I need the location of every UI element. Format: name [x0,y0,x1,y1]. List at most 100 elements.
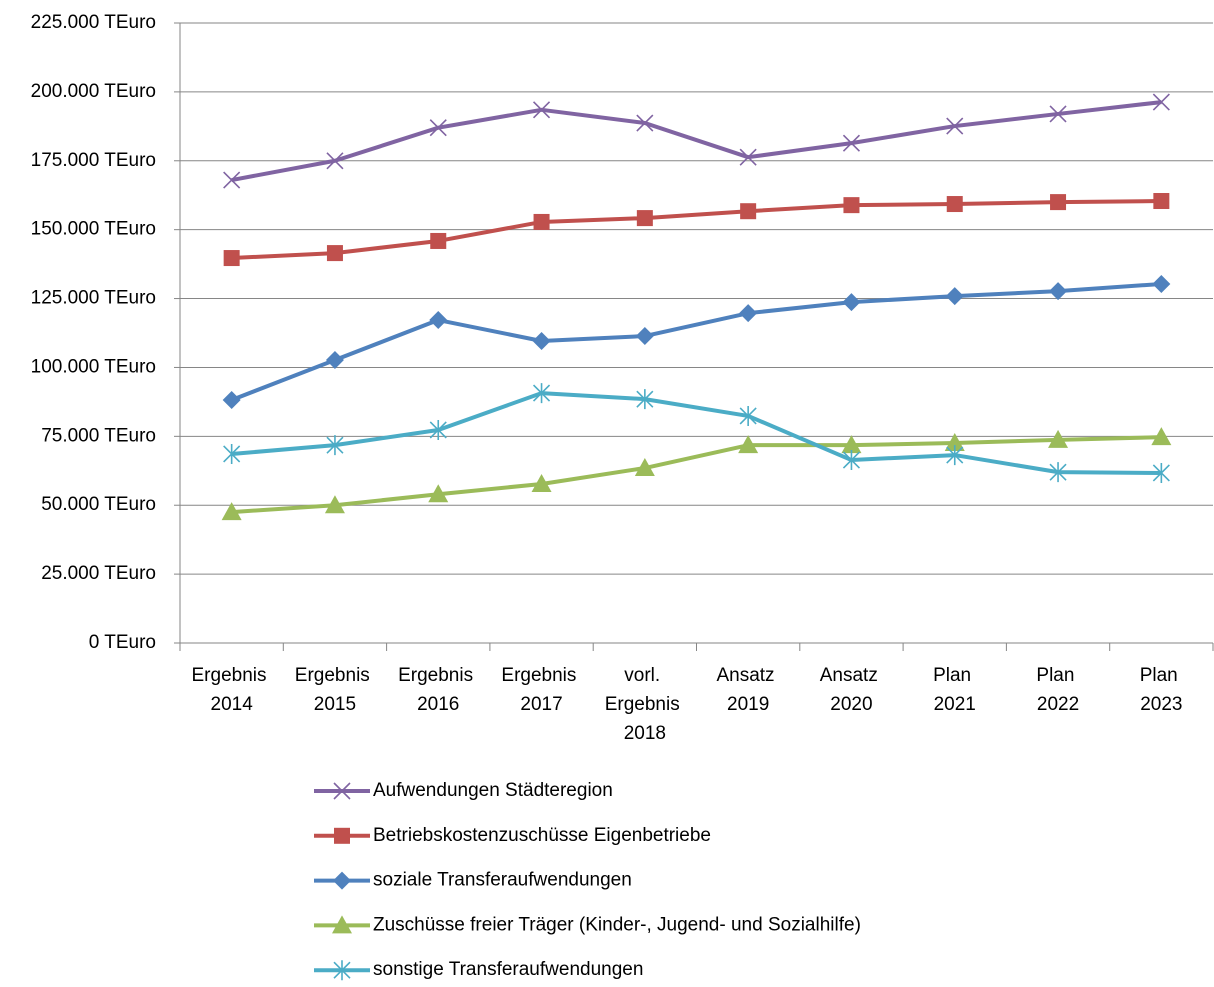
marker [334,827,350,844]
y-tick-label: 150.000 TEuro [31,219,156,240]
marker [946,117,964,135]
marker [429,311,448,330]
marker [532,383,551,404]
marker [635,327,654,346]
marker [533,213,550,230]
marker [946,196,963,213]
x-tick-label: Plan 2022 [1036,665,1079,715]
marker [1049,105,1067,123]
x-tick-label-line: Ergebnis [192,665,272,686]
marker [944,432,965,451]
x-tick-label-line: 2023 [1140,694,1182,715]
marker [842,450,861,471]
x-tick-label: Ergebnis 2017 [501,665,581,715]
marker [636,210,653,227]
marker [634,458,655,477]
x-tick-label-line: 2020 [830,694,872,715]
marker [842,134,861,152]
series-line [231,435,1162,515]
legend-label: Zuschüsse freier Träger (Kinder-, Jugend… [373,914,861,935]
legend-label: Betriebskostenzuschüsse Eigenbetriebe [373,825,711,846]
marker [326,435,344,456]
legend-label: soziale Transferaufwendungen [373,870,632,891]
y-tick-label: 50.000 TEuro [41,494,156,515]
x-tick-label-line: 2017 [520,694,562,715]
marker [532,331,551,350]
series-line [231,100,1162,183]
x-tick-label-line: 2021 [934,694,976,715]
marker [333,960,351,981]
marker [221,502,242,521]
marker [740,203,757,220]
x-tick-label: Plan 2021 [933,665,976,715]
legend-label: sonstige Transferaufwendungen [373,959,643,980]
y-tick-label: 75.000 TEuro [41,425,156,446]
marker [333,871,351,890]
marker [1151,427,1172,446]
marker [326,152,344,170]
x-tick-label-line: Ansatz [820,665,883,686]
x-tick-label-line: 2016 [417,694,459,715]
marker [1152,462,1170,483]
x-tick-label-line: Ergebnis [295,665,375,686]
marker [332,915,352,934]
marker [946,445,964,466]
x-tick-label-line: Ergebnis [398,665,478,686]
marker [739,304,758,323]
marker [636,389,654,410]
marker [1152,93,1170,111]
marker [223,250,240,267]
x-tick-label: Ansatz 2020 [820,665,883,715]
marker [843,197,860,214]
y-tick-label: 225.000 TEuro [31,12,156,33]
marker [326,245,343,262]
marker [223,171,241,189]
x-tick-label-line: Ergebnis [501,665,581,686]
x-tick-label-line: Plan [933,665,976,686]
marker [325,351,344,370]
x-tick-label-line: Plan [1140,665,1183,686]
legend-label: Aufwendungen Städteregion [373,780,613,801]
marker [429,419,447,440]
marker [532,101,551,119]
x-tick-label-line: 2015 [314,694,356,715]
y-tick-label: 125.000 TEuro [31,288,156,309]
y-tick-label: 25.000 TEuro [41,563,156,584]
x-tick-label-line: 2022 [1037,694,1079,715]
y-tick-label: 0 TEuro [89,632,156,653]
marker [1153,193,1170,210]
marker [738,435,759,454]
marker [945,287,964,306]
marker [1048,429,1069,448]
series-line [230,281,1162,402]
x-tick-label-line: vorl. [624,665,665,686]
marker [1152,274,1171,293]
marker [842,293,861,312]
x-tick-label: Ergebnis 2015 [295,665,375,715]
x-tick-label-line: Ansatz [716,665,779,686]
marker [324,495,345,514]
marker [739,148,757,166]
marker [739,405,757,426]
series-line [231,391,1162,475]
marker [223,443,241,464]
x-tick-label-line: 2014 [211,694,254,715]
y-tick-label: 100.000 TEuro [31,356,156,377]
x-tick-label: vorl. Ergebnis 2018 [605,665,685,744]
y-tick-label: 175.000 TEuro [31,150,156,171]
series-line [231,199,1162,261]
x-tick-label-line: 2019 [727,694,769,715]
y-tick-label: 200.000 TEuro [31,81,156,102]
x-tick-label-line: Plan [1036,665,1079,686]
marker [429,119,447,137]
x-tick-label: Plan 2023 [1140,665,1183,715]
marker [636,114,654,132]
x-tick-label-line: 2018 [624,723,666,744]
marker [1049,462,1067,483]
marker [841,435,862,454]
marker [333,782,351,800]
x-tick-label: Ansatz 2019 [716,665,779,715]
marker [222,390,241,409]
marker [531,474,552,493]
